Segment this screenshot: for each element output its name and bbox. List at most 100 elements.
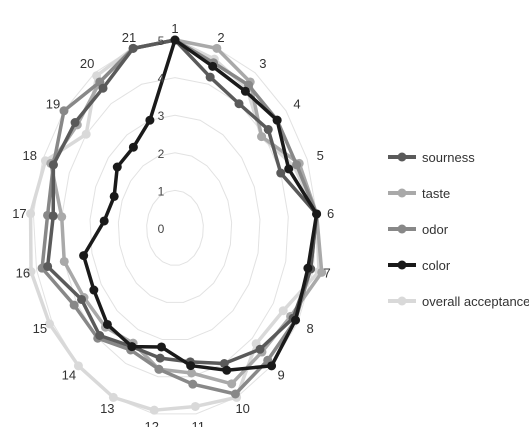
category-label: 8 xyxy=(306,321,313,336)
series-point xyxy=(45,319,55,329)
series-point xyxy=(70,118,80,128)
ring-label: 4 xyxy=(158,72,165,86)
series-point xyxy=(99,216,109,226)
series-point xyxy=(272,115,282,125)
category-label: 3 xyxy=(259,56,266,71)
series-point xyxy=(149,405,159,415)
category-label: 1 xyxy=(171,21,178,36)
series-point xyxy=(73,361,83,371)
series-point xyxy=(89,285,99,295)
series-point xyxy=(303,263,313,273)
series-point xyxy=(230,389,240,399)
series-point xyxy=(59,106,69,116)
series-point xyxy=(190,401,200,411)
legend-swatch-marker xyxy=(397,260,407,270)
category-label: 9 xyxy=(277,368,284,383)
category-label: 2 xyxy=(217,30,224,45)
legend-label: color xyxy=(422,258,451,273)
series-point xyxy=(170,35,180,45)
series-point xyxy=(79,251,89,261)
series-point xyxy=(291,315,301,325)
series-point xyxy=(222,365,232,375)
category-label: 16 xyxy=(16,266,30,281)
category-label: 12 xyxy=(145,419,159,427)
ring-label: 2 xyxy=(158,147,165,161)
legend-swatch-marker xyxy=(397,296,407,306)
series-point xyxy=(112,162,122,172)
series-odor xyxy=(37,35,322,399)
series-point xyxy=(95,330,105,340)
category-label: 19 xyxy=(46,96,60,111)
grid-ring-2 xyxy=(117,152,233,303)
series-point xyxy=(128,142,138,152)
legend-item: odor xyxy=(388,222,449,237)
legend-item: overall acceptance xyxy=(388,294,529,309)
legend-item: color xyxy=(388,258,451,273)
series-line xyxy=(28,38,321,412)
series-point xyxy=(48,160,58,170)
series-point xyxy=(77,294,87,304)
category-label: 5 xyxy=(317,148,324,163)
legend-item: taste xyxy=(388,186,450,201)
series-point xyxy=(292,160,302,170)
series-point xyxy=(109,191,119,201)
series-point xyxy=(127,342,137,352)
series-point xyxy=(208,61,218,71)
legend-label: overall acceptance xyxy=(422,294,529,309)
series-line xyxy=(40,38,319,396)
series-point xyxy=(188,379,198,389)
series-line xyxy=(45,38,319,366)
series-point xyxy=(212,43,222,53)
legend-swatch-marker xyxy=(397,188,407,198)
grid-ring-5 xyxy=(32,39,318,415)
series-point xyxy=(257,132,267,142)
category-label: 6 xyxy=(327,206,334,221)
series-point xyxy=(57,212,67,222)
series-overall-acceptance xyxy=(26,35,324,415)
series-point xyxy=(145,115,155,125)
series-point xyxy=(69,300,79,310)
ring-label: 0 xyxy=(158,222,165,236)
series-point xyxy=(102,319,112,329)
category-label: 18 xyxy=(23,148,37,163)
legend-item: sourness xyxy=(388,150,475,165)
series-point xyxy=(128,43,138,53)
series-point xyxy=(156,342,166,352)
ring-label: 3 xyxy=(158,109,165,123)
category-label: 20 xyxy=(80,56,94,71)
series-point xyxy=(263,125,273,135)
legend-swatch-marker xyxy=(397,152,407,162)
legend-label: taste xyxy=(422,186,450,201)
series-point xyxy=(240,86,250,96)
series-point xyxy=(26,267,36,277)
series-point xyxy=(154,364,164,374)
series-point xyxy=(317,267,327,277)
category-label: 17 xyxy=(12,206,26,221)
series-point xyxy=(43,261,53,271)
ring-labels: 0 1 2 3 4 5 xyxy=(158,34,165,236)
series-point xyxy=(48,211,58,221)
ring-label: 5 xyxy=(158,34,165,48)
category-label: 4 xyxy=(293,96,300,111)
category-label: 7 xyxy=(323,266,330,281)
series-color xyxy=(79,35,322,375)
grid-ring-1 xyxy=(146,189,204,266)
series-point xyxy=(219,359,229,369)
legend: sourness taste odor color overall acceptance xyxy=(388,150,529,309)
category-label: 11 xyxy=(192,419,206,427)
grid-ring-3 xyxy=(89,114,261,341)
category-label: 13 xyxy=(100,401,114,416)
series-point xyxy=(205,72,215,82)
legend-label: odor xyxy=(422,222,449,237)
series-layer xyxy=(26,35,327,415)
series-point xyxy=(98,83,108,93)
series-point xyxy=(234,99,244,109)
category-label: 15 xyxy=(33,321,47,336)
series-point xyxy=(187,368,197,378)
ring-label: 1 xyxy=(158,184,165,198)
series-point xyxy=(26,209,36,219)
series-point xyxy=(81,129,91,139)
series-line xyxy=(81,38,319,373)
